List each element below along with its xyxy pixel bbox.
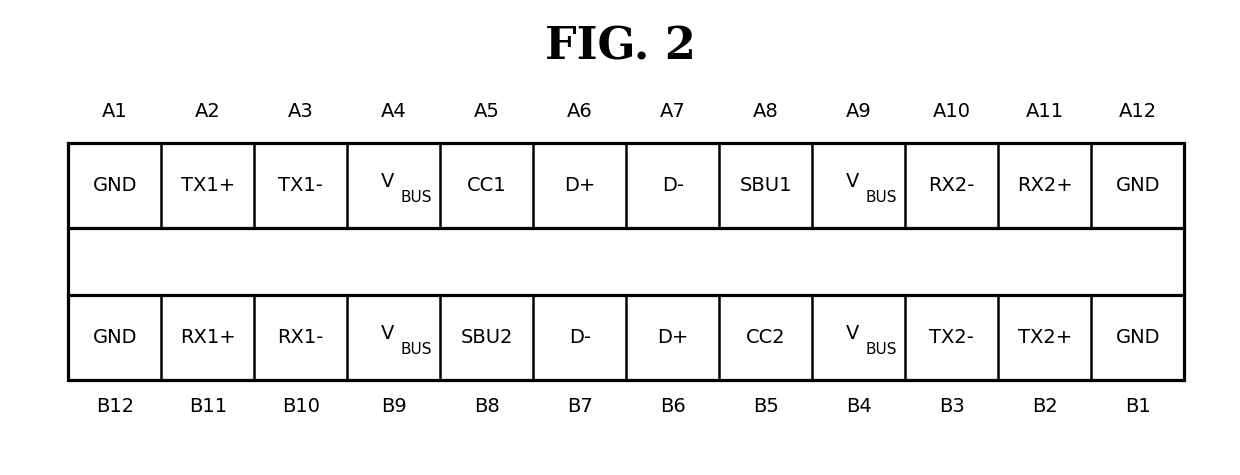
Text: TX2+: TX2+	[1018, 328, 1071, 347]
Text: GND: GND	[93, 328, 136, 347]
Text: V: V	[846, 172, 859, 191]
Text: B9: B9	[381, 397, 407, 416]
Text: A1: A1	[102, 102, 128, 121]
Text: A10: A10	[932, 102, 971, 121]
Text: B3: B3	[939, 397, 965, 416]
Text: TX1+: TX1+	[181, 176, 234, 195]
Text: A5: A5	[474, 102, 500, 121]
Text: BUS: BUS	[866, 342, 897, 357]
Text: A8: A8	[753, 102, 779, 121]
Text: SBU2: SBU2	[460, 328, 513, 347]
Text: FIG. 2: FIG. 2	[544, 26, 696, 69]
Text: B6: B6	[660, 397, 686, 416]
Text: A9: A9	[846, 102, 872, 121]
Text: B2: B2	[1032, 397, 1058, 416]
Text: SBU1: SBU1	[739, 176, 792, 195]
Text: B4: B4	[846, 397, 872, 416]
Text: B7: B7	[567, 397, 593, 416]
Text: D+: D+	[657, 328, 688, 347]
Text: D-: D-	[569, 328, 590, 347]
Text: TX1-: TX1-	[278, 176, 324, 195]
Text: A7: A7	[660, 102, 686, 121]
Text: A4: A4	[381, 102, 407, 121]
Bar	[68, 142, 1184, 380]
Text: B11: B11	[188, 397, 227, 416]
Text: CC1: CC1	[467, 176, 506, 195]
Text: B8: B8	[474, 397, 500, 416]
Text: TX2-: TX2-	[929, 328, 975, 347]
Text: GND: GND	[1116, 328, 1159, 347]
Text: D-: D-	[662, 176, 683, 195]
Text: RX2-: RX2-	[929, 176, 975, 195]
Text: BUS: BUS	[866, 190, 897, 205]
Text: A6: A6	[567, 102, 593, 121]
Text: B10: B10	[281, 397, 320, 416]
Text: BUS: BUS	[401, 190, 432, 205]
Text: GND: GND	[93, 176, 136, 195]
Text: V: V	[846, 324, 859, 343]
Text: RX1+: RX1+	[180, 328, 236, 347]
Text: RX1-: RX1-	[278, 328, 324, 347]
Text: A12: A12	[1118, 102, 1157, 121]
Text: B12: B12	[95, 397, 134, 416]
Text: B1: B1	[1125, 397, 1151, 416]
Text: CC2: CC2	[746, 328, 785, 347]
Text: V: V	[381, 324, 394, 343]
Text: RX2+: RX2+	[1017, 176, 1073, 195]
Text: A2: A2	[195, 102, 221, 121]
Text: A3: A3	[288, 102, 314, 121]
Text: V: V	[381, 172, 394, 191]
Text: BUS: BUS	[401, 342, 432, 357]
Text: B5: B5	[753, 397, 779, 416]
Text: A11: A11	[1025, 102, 1064, 121]
Text: GND: GND	[1116, 176, 1159, 195]
Text: D+: D+	[564, 176, 595, 195]
